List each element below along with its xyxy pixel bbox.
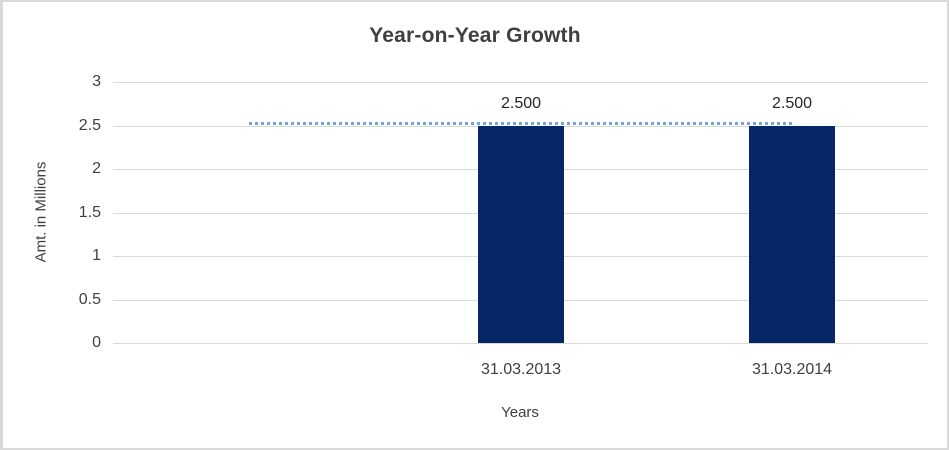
x-tick-label: 31.03.2014 [751, 361, 833, 378]
y-tick-label: 3 [92, 73, 101, 90]
y-tick-label: 2.5 [78, 117, 101, 134]
bar-data-label: 2.500 [771, 95, 813, 112]
y-tick-label: 2 [92, 160, 101, 177]
y-tick-label: 1 [92, 247, 101, 264]
gridline [113, 82, 928, 83]
bar [478, 126, 564, 343]
y-tick-label: 0 [92, 334, 101, 351]
chart-title: Year-on-Year Growth [369, 24, 581, 47]
gridline [113, 343, 928, 344]
x-tick-label: 31.03.2013 [480, 361, 562, 378]
bar-data-label: 2.500 [500, 95, 542, 112]
bar [749, 126, 835, 343]
y-tick-label: 1.5 [78, 204, 101, 221]
x-axis-title: Years [501, 404, 539, 421]
dotted-reference-line [249, 122, 792, 125]
y-tick-label: 0.5 [78, 291, 101, 308]
